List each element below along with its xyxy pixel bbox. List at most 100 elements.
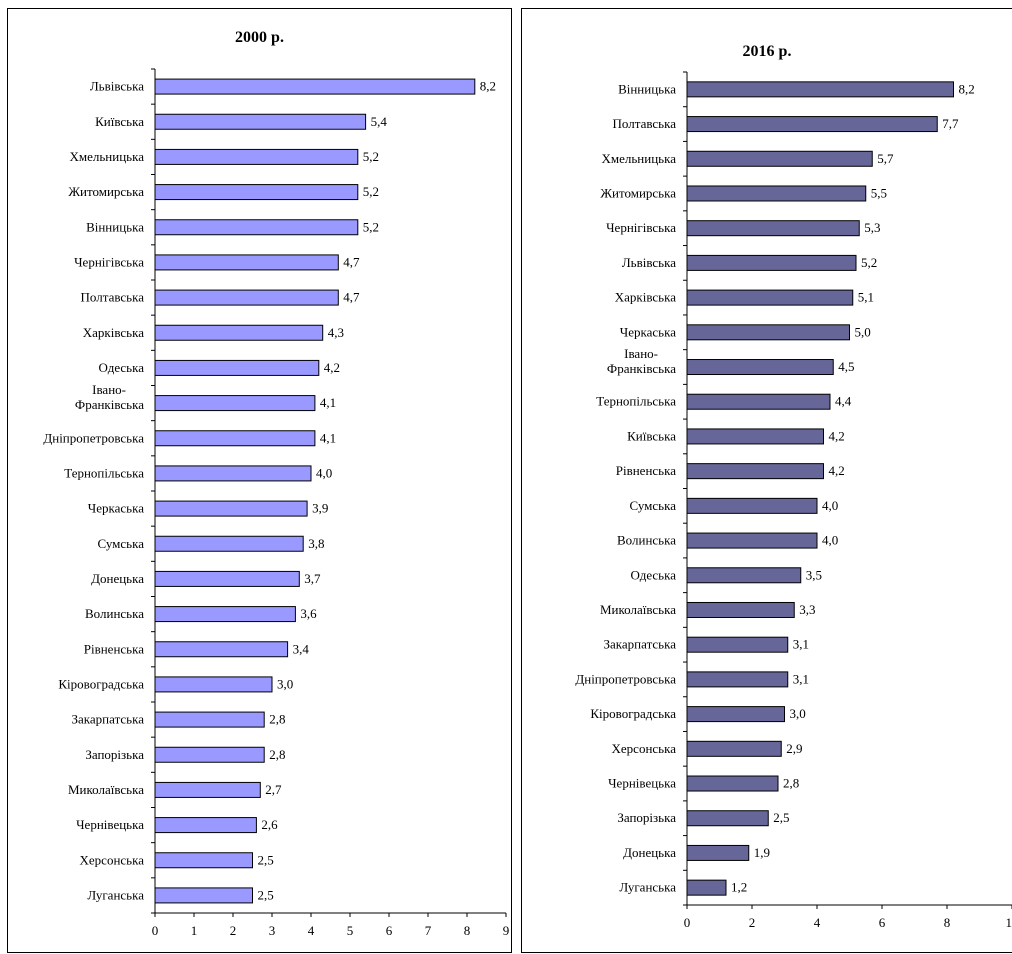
bar-2016-value-label: 4,2: [829, 463, 845, 478]
bar-2016-category-label: Волинська: [617, 533, 676, 548]
bar-2000-x-tick-label: 5: [347, 923, 354, 938]
bar-2016-bar: [687, 151, 872, 166]
bar-2016-bar: [687, 325, 850, 340]
bar-2016-x-tick-label: 8: [944, 915, 951, 930]
bar-2016-category-label: Черкаська: [620, 324, 676, 339]
bar-2016-value-label: 1,2: [731, 880, 747, 895]
bar-2000-category-label: Миколаївська: [68, 782, 144, 797]
bar-2016-bar: [687, 776, 778, 791]
bar-2000-bar: [155, 818, 256, 833]
bar-2000-category-label: Чернівецька: [76, 817, 144, 832]
bar-2000-category-label: Київська: [95, 114, 144, 129]
bar-2000-x-tick-label: 0: [152, 923, 159, 938]
bar-2000-bar: [155, 607, 295, 622]
bar-2016-bar: [687, 464, 824, 479]
bar-2016-bar: [687, 568, 801, 583]
bar-2000-category-label: Львівська: [90, 79, 144, 94]
bar-2016-value-label: 1,9: [754, 845, 770, 860]
bar-2016-value-label: 3,1: [793, 637, 809, 652]
bar-2016-value-label: 5,0: [855, 324, 871, 339]
bar-2000-category-label: Закарпатська: [72, 712, 145, 727]
bar-2016-bar: [687, 672, 788, 687]
bar-2016-bar: [687, 117, 937, 132]
bar-2016-category-label: Одеська: [630, 567, 676, 582]
bar-2016-category-label: Рівненська: [616, 463, 676, 478]
chart-panel-2016: 2016 р. 02468108,2Вінницька7,7Полтавська…: [521, 8, 1012, 953]
bar-2000-bar: [155, 290, 338, 305]
bar-2000-x-tick-label: 6: [386, 923, 393, 938]
bar-2000-category-label: Луганська: [87, 887, 144, 902]
bar-2000-value-label: 4,0: [316, 465, 332, 480]
bar-2000-category-label: Волинська: [85, 606, 144, 621]
bar-2000-value-label: 4,7: [343, 254, 360, 269]
bar-2000-value-label: 4,3: [328, 325, 344, 340]
bar-2016-value-label: 5,7: [877, 151, 894, 166]
bar-2000-value-label: 2,6: [261, 817, 278, 832]
bar-2016-category-label: Полтавська: [613, 116, 677, 131]
bar-2016-value-label: 2,9: [786, 741, 802, 756]
bar-2000-bar: [155, 114, 366, 129]
bar-2000-value-label: 3,8: [308, 536, 324, 551]
bar-2000-category-label: Черкаська: [88, 501, 144, 516]
bar-2016-value-label: 4,0: [822, 498, 838, 513]
bar-2016-bar: [687, 186, 866, 201]
bar-2016-bar: [687, 394, 830, 409]
bar-2000-bar: [155, 220, 358, 235]
bar-2000-category-label: Чернігівська: [74, 254, 144, 269]
bar-2000-category-label: Херсонська: [80, 852, 145, 867]
bar-2000-value-label: 2,8: [269, 712, 285, 727]
bar-2000-x-tick-label: 8: [464, 923, 471, 938]
bar-2000-value-label: 3,6: [300, 606, 317, 621]
bar-2000-bar: [155, 396, 315, 411]
bar-2000-x-tick-label: 7: [425, 923, 432, 938]
bar-2016-value-label: 3,3: [799, 602, 815, 617]
bar-2016-category-label: Івано-Франківська: [607, 346, 676, 376]
bar-2016-bar: [687, 533, 817, 548]
bar-2016-value-label: 3,0: [790, 706, 806, 721]
bar-2016-category-label: Київська: [627, 428, 676, 443]
bar-2000-category-label: Донецька: [91, 571, 144, 586]
bar-2000-bar: [155, 888, 253, 903]
bar-2016-value-label: 4,4: [835, 394, 852, 409]
bar-2016-value-label: 5,1: [858, 290, 874, 305]
bar-2016-x-tick-label: 2: [749, 915, 756, 930]
bar-2016-bar: [687, 429, 824, 444]
bar-2016-x-tick-label: 0: [684, 915, 691, 930]
bar-2000-x-tick-label: 3: [269, 923, 276, 938]
bar-2000-x-tick-label: 2: [230, 923, 237, 938]
bar-2016-category-label: Чернігівська: [606, 220, 676, 235]
bar-2000-value-label: 3,7: [304, 571, 321, 586]
bar-2000-value-label: 5,4: [371, 114, 388, 129]
bar-2016-bar: [687, 811, 768, 826]
bar-2000-category-label: Харківська: [83, 325, 144, 340]
bar-2016-category-label: Вінницька: [618, 81, 676, 96]
bar-2016-value-label: 5,2: [861, 255, 877, 270]
bar-2000-x-tick-label: 4: [308, 923, 315, 938]
bar-2000-category-label: Житомирська: [68, 184, 144, 199]
bar-2000-bar: [155, 431, 315, 446]
bar-2000-bar: [155, 360, 319, 375]
bar-2016-category-label: Житомирська: [600, 185, 676, 200]
bar-2016-category-label: Тернопільська: [596, 394, 676, 409]
bar-2016-category-label: Луганська: [619, 880, 676, 895]
bar-2000-value-label: 3,0: [277, 676, 293, 691]
bar-2000-x-tick-label: 1: [191, 923, 198, 938]
bar-2000-bar: [155, 853, 253, 868]
bar-2000-category-label: Одеська: [98, 360, 144, 375]
bar-2000-category-label: Кіровоградська: [58, 676, 144, 691]
bar-2000-value-label: 4,1: [320, 395, 336, 410]
bar-2000-value-label: 8,2: [480, 79, 496, 94]
bar-2016-category-label: Львівська: [622, 255, 676, 270]
bar-2000-bar: [155, 536, 303, 551]
bar-2016-bar: [687, 880, 726, 895]
bar-2000-bar: [155, 712, 264, 727]
bar-2016-category-label: Дніпропетровська: [575, 671, 676, 686]
bar-2016-bar: [687, 602, 794, 617]
bar-2000-value-label: 4,7: [343, 290, 360, 305]
bar-2016-bar: [687, 741, 781, 756]
bar-2016-category-label: Донецька: [623, 845, 676, 860]
bar-2000-value-label: 4,2: [324, 360, 340, 375]
bar-2000-value-label: 3,4: [293, 641, 310, 656]
